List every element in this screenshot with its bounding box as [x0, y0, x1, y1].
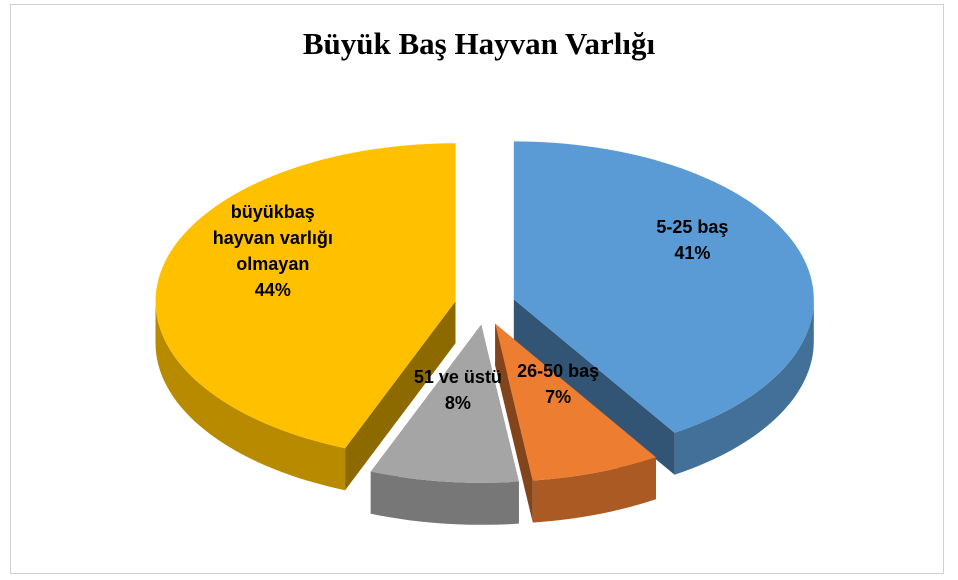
chart-frame — [10, 4, 944, 574]
slice — [155, 143, 456, 449]
slice — [495, 323, 656, 523]
slice-cut-face — [345, 301, 456, 491]
category-label: 51 ve üstü — [413, 367, 502, 388]
slice-outer-wall — [370, 471, 519, 525]
value-label: 41% — [674, 243, 711, 264]
slice-outer-wall — [155, 301, 346, 491]
value-label: 7% — [545, 386, 572, 407]
slice — [513, 141, 814, 475]
slice — [495, 323, 656, 481]
category-label: 5-25 baş — [656, 217, 729, 238]
slice — [513, 141, 814, 433]
slice-outer-wall — [674, 299, 814, 475]
category-label: büyükbaş hayvan varlığı olmayan — [212, 201, 333, 274]
category-label: 26-50 baş — [517, 360, 600, 381]
slice-cut-face — [495, 323, 533, 523]
data-label: büyükbaş hayvan varlığı olmayan 44% — [198, 199, 348, 303]
slice — [155, 143, 456, 491]
value-label: 8% — [444, 393, 471, 414]
data-label: 51 ve üstü 8% — [383, 364, 533, 416]
chart-title: Büyük Baş Hayvan Varlığı — [302, 26, 656, 61]
data-label: 5-25 baş 41% — [617, 214, 767, 266]
slice — [370, 324, 519, 525]
value-label: 44% — [254, 279, 291, 300]
data-label: 26-50 baş 7% — [483, 358, 633, 410]
slice-outer-wall — [532, 457, 656, 523]
slice — [370, 324, 519, 483]
slice-cut-face — [513, 299, 675, 475]
